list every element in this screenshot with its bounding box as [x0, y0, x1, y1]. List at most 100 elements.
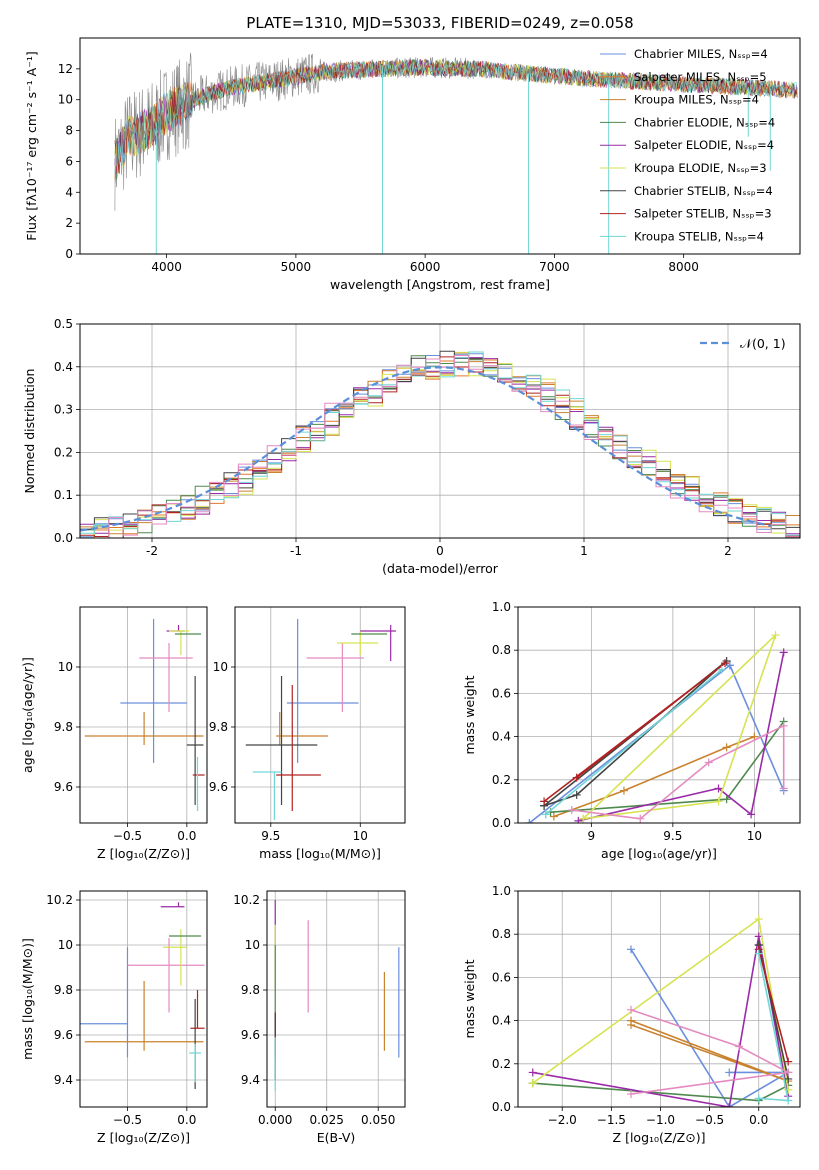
weight-line-ks [545, 668, 723, 816]
y-tick-label: 0.3 [54, 403, 73, 417]
weight-marker-ks [754, 949, 763, 958]
x-tick-label: 10 [747, 829, 762, 843]
x-axis-label: age [log₁₀(age/yr)] [601, 846, 717, 861]
x-tick-label: 9 [588, 829, 596, 843]
y-tick-label: 0.6 [492, 970, 511, 984]
weight-marker-cm [626, 945, 635, 954]
weight-marker-pink [626, 1005, 635, 1014]
y-tick-label: 9.4 [241, 1073, 260, 1087]
y-tick-label: 0.6 [492, 686, 511, 700]
histogram-pink [80, 355, 800, 538]
residual-histogram-panel: -2 -1 0 1 2 0.0 0.1 0.2 0.3 0.4 0.5 (data-model)/er… [22, 317, 801, 576]
weight-marker-ss [784, 1057, 793, 1066]
x-axis-label: (data-model)/error [382, 561, 499, 576]
x-tick-label: −2.0 [548, 1113, 577, 1127]
weight-marker-ks [717, 665, 726, 674]
weight-marker-ss [540, 797, 549, 806]
weight-line-km [553, 735, 755, 818]
weight-line-ks [757, 953, 790, 1102]
weight-line-se [532, 936, 789, 1107]
weight-line-ke [582, 634, 777, 820]
y-tick-label: 9.8 [54, 720, 73, 734]
weight-marker-ke [754, 915, 763, 924]
x-tick-label: 9.5 [261, 829, 280, 843]
weight-marker-ss [721, 659, 730, 668]
weight-marker-se [779, 648, 788, 657]
mass-weight-vs-metallicity-panel: −2.0 −1.5 −1.0 −0.5 0.0 0.0 0.2 0.4 0.6 0.8 1.0 Z [… [462, 884, 801, 1145]
x-tick-label: 6000 [410, 260, 441, 274]
y-axis-label: Normed distribution [22, 369, 37, 494]
weight-marker-se [574, 816, 583, 823]
x-tick-label: −1.5 [597, 1113, 626, 1127]
weight-marker-pink [626, 1090, 635, 1099]
x-tick-label: 8000 [668, 260, 699, 274]
x-tick-label: 0 [436, 544, 444, 558]
weight-marker-km [722, 743, 731, 752]
weight-lines [528, 915, 793, 1107]
y-tick-label: 9.6 [241, 1028, 260, 1042]
y-tick-label: 10 [58, 660, 73, 674]
y-tick-label: 0.2 [492, 773, 511, 787]
legend-entry: 𝒩(0, 1) [740, 336, 786, 351]
weight-marker-ks [541, 810, 550, 819]
x-tick-label: −0.5 [695, 1113, 724, 1127]
spectrum-panel: 4000 5000 6000 7000 8000 0 2 4 6 8 10 12 wavelength … [24, 37, 801, 292]
axes-frame [517, 890, 801, 1108]
weight-line-ss [543, 662, 726, 803]
weight-marker-cm [525, 819, 534, 823]
x-tick-label: 0.0 [177, 1113, 196, 1127]
x-axis-label: Z [log₁₀(Z/Z⊙)] [97, 846, 190, 861]
weight-marker-ce [722, 795, 731, 804]
y-tick-label: 10 [245, 938, 260, 952]
y-tick-label: 9.4 [54, 1073, 73, 1087]
y-tick-label: 0 [65, 247, 73, 261]
x-tick-label: −0.5 [113, 1113, 142, 1127]
x-axis-label: wavelength [Angstrom, rest frame] [330, 277, 550, 292]
weight-marker-pink [704, 758, 713, 767]
weight-marker-pink [784, 1068, 793, 1077]
y-tick-label: 4 [65, 185, 73, 199]
age-vs-metallicity-panel: −0.5 0.0 9.6 9.8 10 Z [log₁₀(Z/Z⊙)] age [log₁₀… [20, 606, 208, 861]
y-axis-label: Flux [fλ10⁻¹⁷ erg cm⁻² s⁻¹ A⁻¹] [24, 51, 39, 240]
weight-marker-se [528, 1068, 537, 1077]
model-spectrum-ks [114, 60, 798, 175]
y-tick-label: 0.8 [492, 643, 511, 657]
y-tick-label: 10 [213, 660, 228, 674]
weight-marker-se [725, 1103, 734, 1107]
mass-vs-ebv-panel: 0.000 0.025 0.050 9.4 9.6 9.8 10 10.2 E(B-V) [233, 890, 406, 1145]
x-tick-label: 7000 [539, 260, 570, 274]
y-tick-label: 10 [58, 938, 73, 952]
mass-vs-metallicity-panel: −0.5 0.0 9.4 9.6 9.8 10 10.2 Z [log₁₀(Z/Z⊙)] mas… [20, 890, 208, 1145]
y-tick-label: 10.2 [233, 893, 260, 907]
y-tick-label: 8 [65, 124, 73, 138]
x-tick-label: −1.0 [646, 1113, 675, 1127]
x-tick-label: 0.0 [177, 829, 196, 843]
y-tick-label: 1.0 [492, 600, 511, 614]
y-tick-label: 0.2 [54, 445, 73, 459]
y-axis-label: age [log₁₀(age/yr)] [20, 657, 35, 773]
axes-frame [79, 890, 208, 1108]
x-axis-label: Z [log₁₀(Z/Z⊙)] [97, 1130, 190, 1145]
weight-marker-ks [754, 1094, 763, 1103]
x-axis-label: mass [log₁₀(M/M⊙)] [259, 846, 381, 861]
x-axis-label: E(B-V) [317, 1130, 356, 1145]
weight-marker-pink [636, 814, 645, 823]
legend-entry: Kroupa ELODIE, Nₛₛₚ=3 [634, 161, 767, 175]
errorbar-marks [274, 900, 400, 1092]
axes-frame [517, 606, 801, 824]
x-tick-label: 10 [353, 829, 368, 843]
legend-entry: Salpeter ELODIE, Nₛₛₚ=4 [634, 138, 774, 152]
y-tick-label: 0.1 [54, 488, 73, 502]
legend-entry: Kroupa STELIB, Nₛₛₚ=4 [634, 229, 764, 243]
y-tick-label: 0.4 [54, 360, 73, 374]
y-axis-label: mass weight [462, 675, 477, 754]
weight-line-pink [571, 724, 785, 820]
errorbar-marks [245, 619, 397, 820]
y-tick-label: 0.0 [54, 531, 73, 545]
legend-entry: Chabrier ELODIE, Nₛₛₚ=4 [634, 115, 775, 129]
weight-marker-pink [779, 784, 788, 793]
weight-marker-km [750, 732, 759, 741]
weight-marker-pink [567, 806, 576, 815]
weight-marker-km [626, 1020, 635, 1029]
x-tick-label: −0.5 [113, 829, 142, 843]
